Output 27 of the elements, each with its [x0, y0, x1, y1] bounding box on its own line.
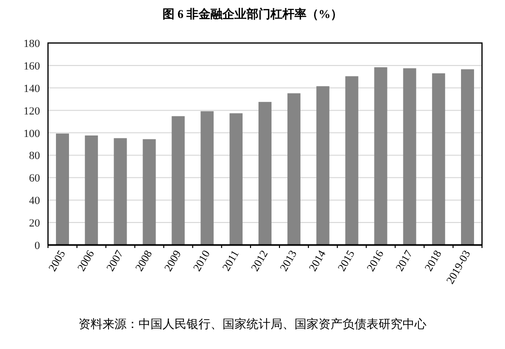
bar: [374, 67, 388, 245]
chart-title: 图 6 非金融企业部门杠杆率（%）: [162, 7, 342, 21]
bar: [258, 102, 272, 245]
bar: [200, 111, 214, 245]
y-tick-label: 80: [29, 150, 40, 162]
bar: [230, 113, 243, 245]
bar: [403, 68, 416, 245]
y-tick-label: 160: [24, 60, 40, 72]
bar: [316, 86, 330, 245]
bar: [461, 69, 474, 245]
text: 资料来源：中国人民银行、国家统计局、国家资产负债表研究中心: [78, 317, 426, 331]
y-tick-label: 180: [24, 38, 40, 50]
y-tick-label: 140: [24, 82, 40, 95]
y-tick-label: 0: [34, 240, 40, 252]
bar: [287, 93, 300, 245]
bar: [114, 138, 127, 245]
y-tick-label: 60: [29, 172, 40, 185]
bar: [345, 76, 358, 245]
y-tick-label: 40: [29, 195, 40, 208]
y-tick-label: 100: [24, 128, 40, 140]
bar: [172, 116, 185, 245]
bar: [56, 134, 69, 245]
bar: [142, 139, 156, 245]
bar: [432, 73, 446, 245]
y-tick-label: 120: [24, 105, 40, 118]
y-tick-label: 20: [29, 218, 40, 230]
bar: [84, 135, 98, 245]
